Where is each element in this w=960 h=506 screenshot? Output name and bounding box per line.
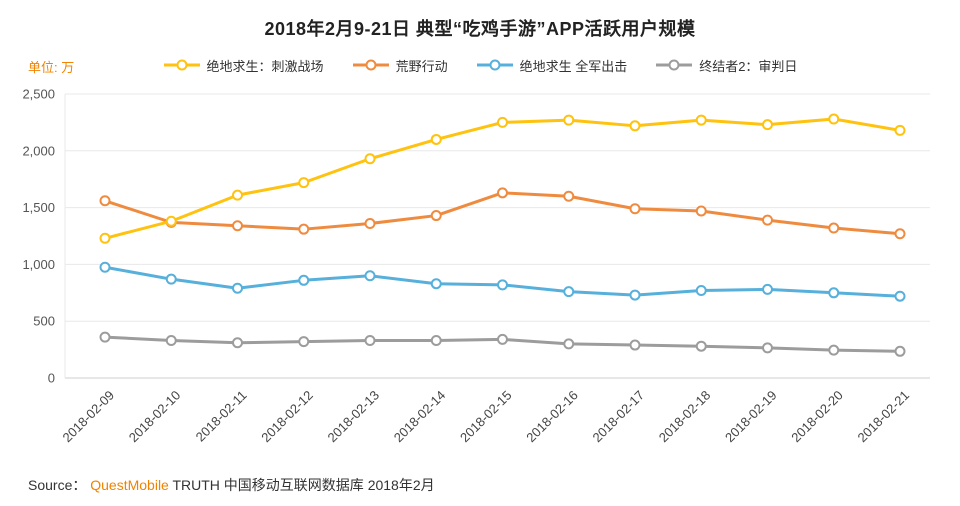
legend-label: 绝地求生 全军出击 <box>519 58 628 74</box>
data-point-marker <box>430 133 442 145</box>
x-tick-label: 2018-02-21 <box>854 388 912 446</box>
series-绝地求生 全军出击 <box>99 261 906 302</box>
data-point-marker <box>232 189 243 201</box>
data-point-marker <box>99 195 111 207</box>
x-tick-label: 2018-02-11 <box>193 388 250 445</box>
data-point-marker <box>695 285 707 297</box>
x-tick-label: 2018-02-13 <box>324 388 382 446</box>
source-rest: TRUTH 中国移动互联网数据库 2018年2月 <box>168 477 435 493</box>
data-point-marker <box>762 342 773 354</box>
y-tick-label: 1,500 <box>22 200 55 215</box>
data-point-marker <box>364 218 376 230</box>
data-point-marker <box>232 220 243 232</box>
data-point-marker <box>497 333 508 345</box>
x-tick-label: 2018-02-09 <box>59 388 117 446</box>
x-tick-label: 2018-02-17 <box>589 388 647 446</box>
series-绝地求生：刺激战场 <box>99 113 906 244</box>
unit-label: 单位: 万 <box>28 60 75 75</box>
legend-swatch-icon <box>476 59 513 71</box>
y-tick-label: 1,000 <box>22 257 55 272</box>
data-point-marker <box>497 187 508 199</box>
data-point-marker <box>165 215 177 227</box>
data-point-marker <box>99 261 111 273</box>
x-tick-label: 2018-02-15 <box>457 388 515 446</box>
legend-label: 终结者2：审判日 <box>699 58 798 74</box>
data-point-marker <box>364 335 376 347</box>
chart-title: 2018年2月9-21日 典型“吃鸡手游”APP活跃用户规模 <box>264 19 696 39</box>
data-point-marker <box>165 335 177 347</box>
source-brand: QuestMobile <box>90 477 169 493</box>
data-point-marker <box>894 228 906 240</box>
data-point-marker <box>629 203 641 215</box>
legend-swatch-icon <box>656 59 693 71</box>
data-point-marker <box>894 345 906 357</box>
data-point-marker <box>695 340 707 352</box>
source-prefix: Source： <box>28 477 91 493</box>
x-tick-label: 2018-02-20 <box>788 388 846 446</box>
data-point-marker <box>629 120 641 132</box>
legend-label: 绝地求生：刺激战场 <box>206 58 324 74</box>
data-point-marker <box>298 223 310 235</box>
x-tick-label: 2018-02-14 <box>391 388 449 446</box>
legend-item: 绝地求生 全军出击 <box>476 56 628 75</box>
data-point-marker <box>165 273 177 285</box>
data-point-marker <box>629 339 641 351</box>
y-tick-label: 0 <box>48 371 55 386</box>
data-point-marker <box>762 119 773 131</box>
data-point-marker <box>430 278 442 290</box>
legend-item: 终结者2：审判日 <box>655 56 797 75</box>
data-point-marker <box>894 124 906 136</box>
data-point-marker <box>298 336 310 348</box>
series-荒野行动 <box>99 187 906 240</box>
data-point-marker <box>563 190 575 202</box>
data-point-marker <box>99 331 111 343</box>
y-tick-label: 500 <box>33 314 55 329</box>
data-point-marker <box>563 338 575 350</box>
source-line: Source： QuestMobile TRUTH 中国移动互联网数据库 201… <box>28 475 435 495</box>
data-point-marker <box>364 270 376 282</box>
legend-swatch-icon <box>352 59 389 71</box>
legend-item: 绝地求生：刺激战场 <box>163 56 324 75</box>
x-tick-label: 2018-02-19 <box>722 388 780 446</box>
series-终结者2：审判日 <box>99 331 906 357</box>
data-point-marker <box>563 286 575 298</box>
data-point-marker <box>232 282 243 294</box>
y-tick-label: 2,000 <box>22 143 55 158</box>
data-point-marker <box>695 114 707 126</box>
data-point-marker <box>430 335 442 347</box>
data-point-marker <box>762 214 773 226</box>
data-point-marker <box>828 287 840 299</box>
data-point-marker <box>894 290 906 302</box>
x-tick-label: 2018-02-18 <box>656 388 714 446</box>
x-tick-label: 2018-02-16 <box>523 388 581 446</box>
data-point-marker <box>497 279 508 291</box>
data-point-marker <box>762 283 773 295</box>
legend-row: 单位: 万 绝地求生：刺激战场 荒野行动 绝地求生 全军出击 终结者2：审判日 <box>0 54 960 76</box>
legend-item: 荒野行动 <box>352 56 448 75</box>
x-tick-label: 2018-02-12 <box>258 388 316 446</box>
data-point-marker <box>563 114 575 126</box>
legend-swatch-icon <box>163 59 200 71</box>
legend-label: 荒野行动 <box>395 58 448 74</box>
y-tick-label: 2,500 <box>22 87 55 102</box>
data-point-marker <box>828 344 840 356</box>
data-point-marker <box>497 116 508 128</box>
data-point-marker <box>695 205 707 217</box>
legend: 绝地求生：刺激战场 荒野行动 绝地求生 全军出击 终结者2：审判日 <box>0 54 960 76</box>
data-point-marker <box>99 232 111 244</box>
data-point-marker <box>828 113 840 125</box>
data-point-marker <box>232 337 243 349</box>
data-point-marker <box>629 289 641 301</box>
data-point-marker <box>298 274 310 286</box>
data-point-marker <box>828 222 840 234</box>
data-point-marker <box>364 153 376 165</box>
data-point-marker <box>430 210 442 222</box>
x-tick-label: 2018-02-10 <box>126 388 184 446</box>
data-point-marker <box>298 177 310 189</box>
